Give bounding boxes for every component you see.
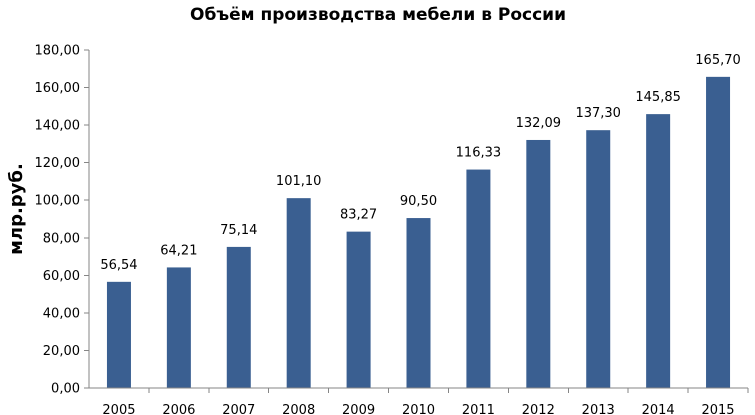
bar-2013 (586, 130, 611, 389)
bar-series (106, 76, 731, 389)
y-tick-label: 140,00 (35, 119, 81, 134)
y-tick-label: 20,00 (43, 344, 80, 359)
data-label-2012: 132,09 (516, 116, 562, 131)
data-label-2013: 137,30 (575, 106, 621, 121)
bar-2005 (106, 281, 131, 388)
x-tick-label-2005: 2005 (102, 403, 135, 415)
y-axis-label: млр.руб. (6, 163, 27, 255)
x-tick-label-2009: 2009 (342, 403, 375, 415)
y-tick-label: 120,00 (35, 156, 81, 171)
y-axis-ticks: 0,00 20,00 40,00 60,00 80,00 100,00 120,00 140,… (35, 44, 89, 397)
y-tick-label: 0,00 (51, 382, 80, 397)
bar-2006 (166, 267, 191, 388)
data-label-2010: 90,50 (400, 194, 437, 209)
x-axis-ticks: 2005 2006 2007 2008 2009 2010 2011 2012 2013 2014… (102, 388, 749, 415)
x-tick-label-2012: 2012 (522, 403, 555, 415)
bar-2015 (706, 76, 731, 388)
bar-2010 (406, 218, 431, 388)
data-label-2011: 116,33 (456, 146, 502, 161)
x-tick-label-2008: 2008 (282, 403, 315, 415)
x-tick-label-2006: 2006 (162, 403, 195, 415)
data-label-2006: 64,21 (160, 243, 197, 258)
data-label-2008: 101,10 (276, 174, 322, 189)
y-tick-label: 40,00 (43, 306, 80, 321)
bar-2011 (466, 169, 491, 388)
x-tick-label-2011: 2011 (462, 403, 495, 415)
data-label-2009: 83,27 (340, 208, 377, 223)
y-tick-label: 80,00 (43, 231, 80, 246)
x-tick-label-2014: 2014 (642, 403, 675, 415)
data-label-2005: 56,54 (100, 258, 137, 273)
chart-title: Объём производства мебели в России (190, 5, 566, 25)
bar-2007 (226, 246, 251, 388)
y-tick-label: 60,00 (43, 269, 80, 284)
bar-2014 (646, 114, 671, 389)
x-tick-label-2007: 2007 (222, 403, 255, 415)
x-tick-label-2015: 2015 (701, 403, 734, 415)
bar-2009 (346, 231, 371, 388)
data-label-2007: 75,14 (220, 223, 257, 238)
x-tick-label-2010: 2010 (402, 403, 435, 415)
data-label-2015: 165,70 (695, 53, 741, 68)
bar-2008 (286, 198, 311, 388)
y-tick-label: 100,00 (35, 194, 81, 209)
data-labels: 56,54 64,21 75,14 101,10 83,27 90,50 116,33 132… (100, 53, 740, 273)
x-tick-label-2013: 2013 (582, 403, 615, 415)
bar-2012 (526, 139, 551, 388)
data-label-2014: 145,85 (635, 90, 681, 105)
y-tick-label: 160,00 (35, 81, 81, 96)
y-tick-label: 180,00 (35, 44, 81, 59)
